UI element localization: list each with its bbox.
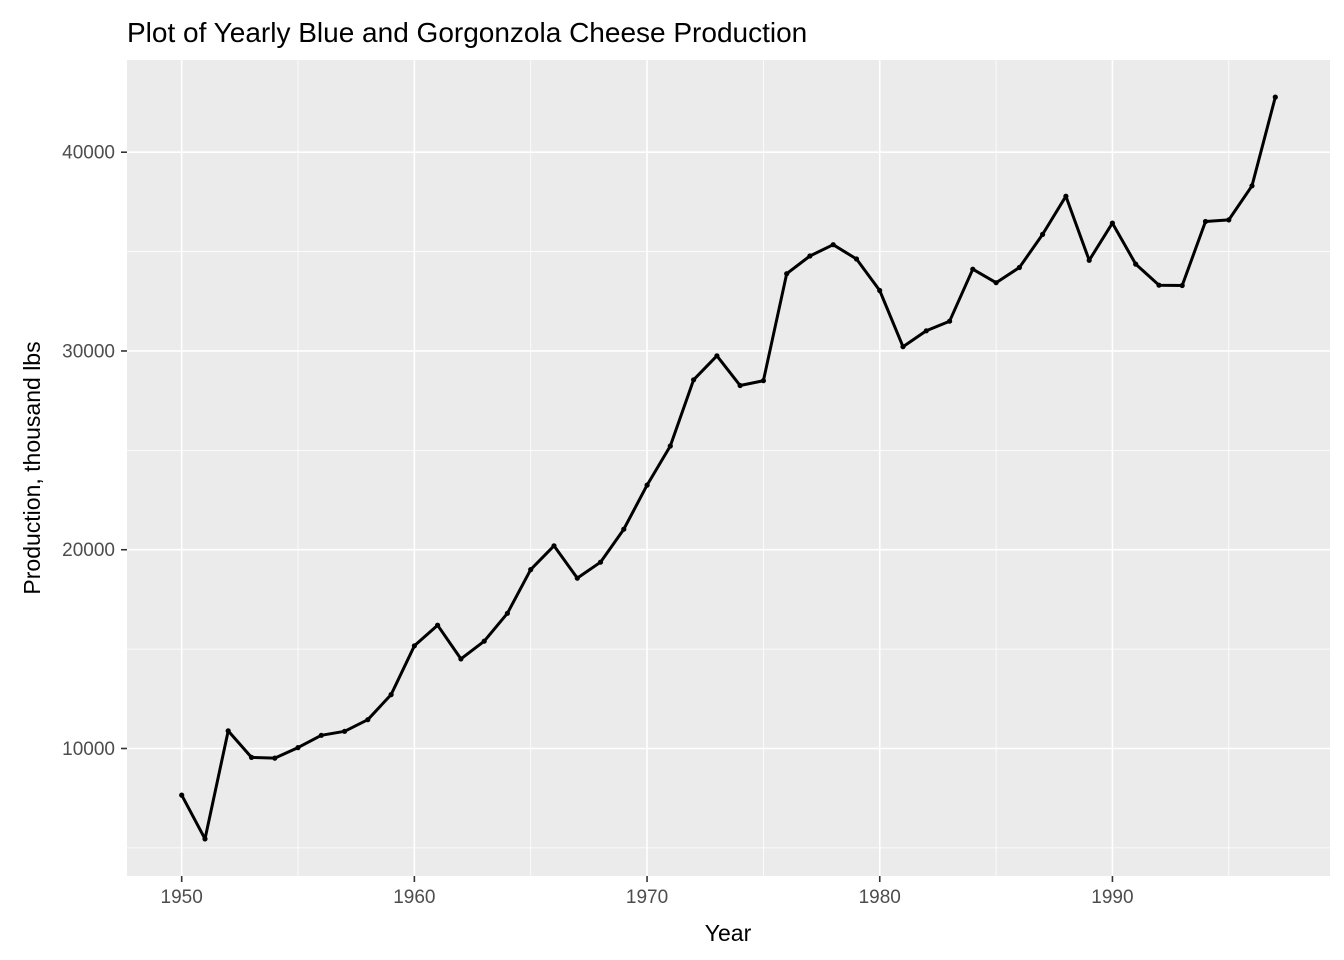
y-tick-label: 30000 [62, 341, 115, 362]
data-point [923, 328, 929, 334]
data-point [435, 622, 441, 628]
data-point [900, 344, 906, 350]
data-point [1249, 183, 1255, 189]
data-point [551, 543, 557, 549]
data-point [1272, 94, 1278, 100]
data-point [225, 728, 231, 734]
x-tick-label: 1950 [161, 887, 203, 908]
data-point [784, 271, 790, 277]
series-line [180, 96, 1277, 841]
x-tick-label: 1960 [393, 887, 435, 908]
chart-plot-area: 1950 1960 1970 1980 1990 10000 20000 30000 40000 [62, 60, 1330, 908]
data-point [737, 382, 743, 389]
data-point [528, 567, 534, 573]
data-point [248, 754, 255, 761]
data-point [202, 836, 208, 842]
data-point [1226, 217, 1232, 223]
data-point [1133, 261, 1139, 267]
data-point [1016, 264, 1023, 271]
data-point [342, 728, 348, 734]
data-point [970, 266, 976, 272]
data-point [1086, 257, 1092, 263]
data-point [667, 443, 673, 449]
data-point [1179, 282, 1185, 289]
chart-title: Plot of Yearly Blue and Gorgonzola Chees… [127, 17, 807, 48]
data-point [853, 256, 860, 262]
data-point [458, 656, 464, 662]
data-point [644, 482, 650, 488]
x-tick-label: 1970 [626, 887, 668, 908]
data-point [947, 318, 953, 324]
data-point [504, 610, 510, 616]
data-point [365, 717, 371, 723]
data-point [1109, 220, 1115, 226]
data-point [574, 575, 580, 581]
data-point [597, 559, 604, 565]
x-tick-label: 1990 [1091, 887, 1133, 908]
data-point [760, 378, 767, 384]
y-tick-label: 10000 [62, 739, 115, 760]
data-point [295, 745, 301, 751]
x-tick-label: 1980 [859, 887, 901, 908]
data-point [1063, 193, 1069, 199]
data-point [1040, 231, 1046, 237]
y-axis-title: Production, thousand lbs [19, 341, 45, 594]
y-tick-label: 20000 [62, 540, 115, 561]
data-point [1156, 282, 1162, 288]
y-tick-label: 40000 [62, 143, 115, 164]
data-point [388, 692, 394, 698]
data-point [714, 353, 720, 359]
data-point [621, 526, 627, 532]
data-point [272, 755, 278, 761]
data-point [318, 732, 324, 738]
data-point [1202, 218, 1209, 225]
data-point [993, 280, 999, 286]
data-point [830, 242, 836, 248]
data-point [807, 253, 813, 259]
plot-panel [127, 60, 1330, 876]
data-point [691, 377, 697, 383]
data-point [411, 643, 417, 649]
data-point [877, 287, 883, 294]
data-point [179, 792, 185, 798]
x-axis-title: Year [705, 920, 752, 946]
data-point [481, 638, 487, 644]
